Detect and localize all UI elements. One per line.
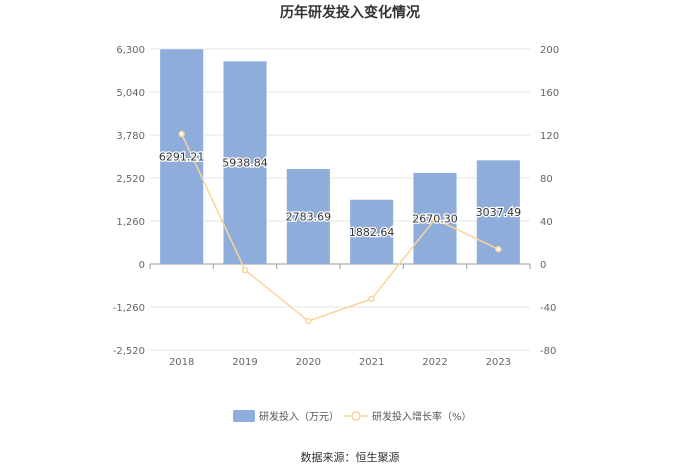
bar	[160, 49, 204, 265]
growth-line	[180, 133, 499, 322]
left-axis-tick-label: 2,520	[116, 174, 145, 185]
x-axis-tick-label: 2021	[359, 357, 384, 368]
growth-point	[241, 266, 249, 274]
growth-point	[495, 245, 502, 253]
right-axis: 200 160 120 80 40 0 -40 -80	[540, 45, 559, 357]
right-axis-tick-label: 0	[540, 260, 546, 271]
x-axis: 2018 2019 2020 2021 2022 2023	[149, 263, 531, 368]
grid-lines	[150, 48, 530, 351]
chart-title: 历年研发投入变化情况	[280, 4, 420, 21]
legend: 研发投入（万元） 研发投入增长率（%）	[233, 410, 472, 423]
bar-data-label: 5938.84	[222, 157, 268, 170]
bar-series	[160, 49, 520, 265]
x-axis-tick-label: 2023	[486, 357, 511, 368]
bar-data-label: 6291.21	[159, 151, 205, 164]
left-axis-tick-label: 1,260	[116, 217, 145, 228]
data-source: 数据来源：恒生聚源	[301, 450, 400, 464]
growth-point	[368, 295, 375, 303]
legend-label-bar: 研发投入（万元）	[259, 410, 339, 423]
bar-data-label: 2783.69	[286, 211, 332, 224]
bar-data-labels: 6291.21 5938.84 2783.69 1882.64 2670.30 3037.…	[158, 149, 523, 240]
left-axis-tick-label: 6,300	[116, 45, 145, 56]
x-axis-tick-label: 2018	[169, 357, 194, 368]
left-axis: 6,300 5,040 3,780 2,520 1,260 0 -1,260 -2,520	[113, 45, 145, 357]
x-axis-tick-label: 2019	[232, 357, 257, 368]
x-axis-tick-label: 2022	[422, 357, 447, 368]
right-axis-tick-label: 80	[540, 174, 553, 185]
growth-point	[178, 130, 185, 138]
bar	[286, 169, 330, 264]
bar-data-label: 1882.64	[349, 226, 395, 239]
left-axis-tick-label: 3,780	[116, 131, 145, 142]
legend-label-line: 研发投入增长率（%）	[372, 410, 472, 423]
bar-data-label: 3037.49	[476, 206, 522, 219]
left-axis-tick-label: -2,520	[113, 346, 145, 357]
left-axis-tick-label: -1,260	[113, 303, 145, 314]
legend-swatch-bar	[233, 410, 255, 422]
bar	[223, 61, 267, 264]
growth-line-series	[178, 130, 502, 325]
left-axis-tick-label: 5,040	[116, 88, 145, 99]
right-axis-tick-label: -80	[540, 346, 556, 357]
x-axis-tick-label: 2020	[296, 357, 321, 368]
bar	[350, 199, 394, 264]
right-axis-tick-label: 200	[540, 45, 559, 56]
growth-point	[305, 317, 312, 325]
legend-swatch-marker	[351, 411, 361, 421]
right-axis-tick-label: 40	[540, 217, 553, 228]
growth-point	[431, 215, 439, 223]
left-axis-tick-label: 0	[139, 260, 145, 271]
right-axis-tick-label: -40	[540, 303, 556, 314]
right-axis-tick-label: 120	[540, 131, 559, 142]
bar-data-label: 2670.30	[412, 212, 458, 225]
right-axis-tick-label: 160	[540, 88, 559, 99]
